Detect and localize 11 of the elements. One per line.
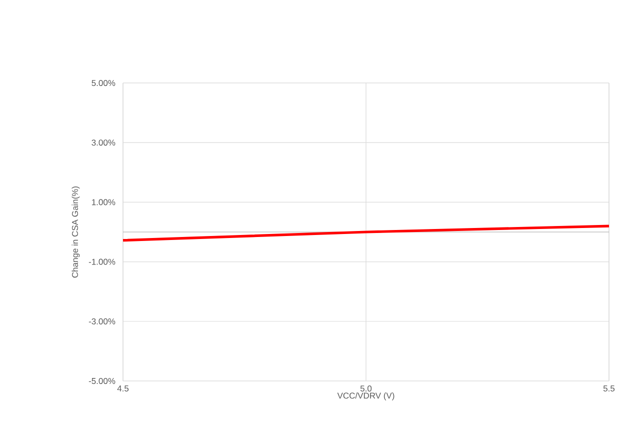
y-tick-label: -5.00%: [88, 378, 116, 384]
x-tick-label: 5.5: [603, 386, 615, 392]
x-tick-label: 5.0: [360, 386, 372, 392]
y-axis-title: Change in CSA Gain(%): [72, 186, 80, 278]
y-tick-label: -3.00%: [88, 318, 116, 324]
y-tick-label: 3.00%: [92, 140, 116, 146]
x-tick-label: 4.5: [117, 386, 129, 392]
y-tick-label: -1.00%: [88, 258, 116, 265]
y-tick-label: 5.00%: [92, 80, 116, 86]
y-tick-label: 1.00%: [92, 199, 116, 206]
x-axis-title: VCC/VDRV (V): [337, 392, 394, 400]
